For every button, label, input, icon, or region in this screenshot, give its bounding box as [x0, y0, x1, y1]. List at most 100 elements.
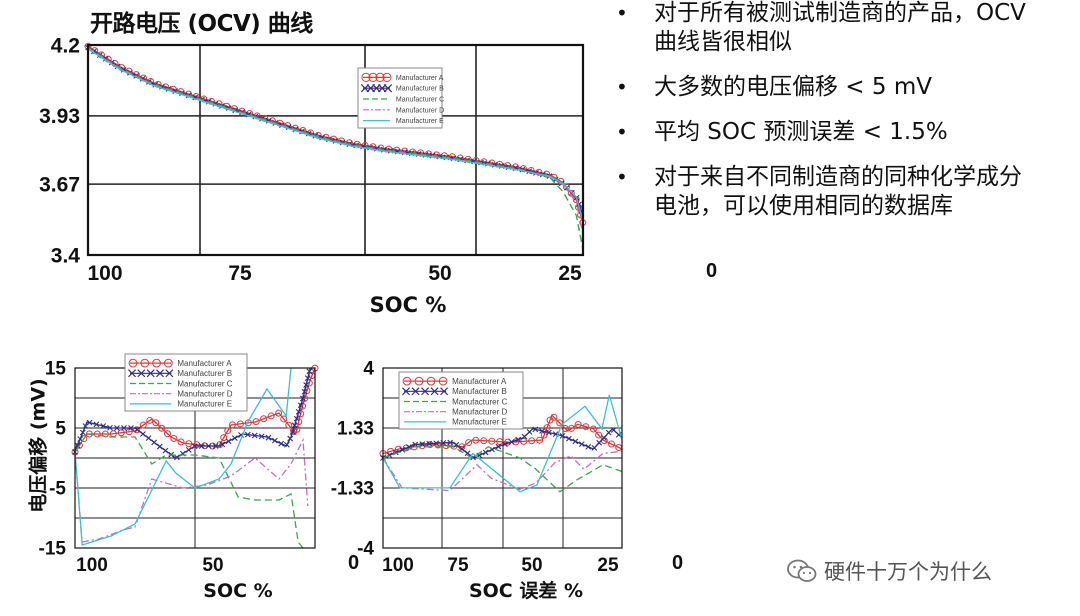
data-point-marker [502, 441, 508, 448]
data-point-marker [419, 441, 426, 447]
bullet-text: 平均 SOC 预测误差 < 1.5% [654, 119, 948, 145]
data-point-marker [139, 421, 147, 429]
x-tick-label: 75 [228, 262, 252, 285]
y-tick-label: 3.4 [51, 244, 81, 267]
data-point-marker [601, 434, 607, 441]
data-point-marker [303, 382, 310, 388]
legend-label: Manufacturer C [452, 397, 507, 406]
data-point-marker [605, 429, 612, 436]
y-tick-label: 15 [45, 359, 67, 380]
x-axis-label: SOC % [370, 293, 447, 317]
data-point-marker [566, 435, 572, 442]
data-point-marker [244, 431, 251, 438]
bullet-dot: • [616, 1, 628, 25]
legend-label: Manufacturer C [177, 379, 232, 388]
data-point-marker [418, 442, 426, 450]
data-point-marker [133, 426, 141, 434]
bullet-dot: • [616, 75, 628, 99]
data-point-marker [125, 428, 133, 436]
chart-3: 4 1.33 -1.33 -4 100 75 50 25 SOC 误差 % Manufacture… [331, 359, 623, 602]
data-point-marker [170, 434, 178, 442]
bullet-item: • 对于来自不同制造商的同种化学成分电池，可以使用相同的数据库 [612, 163, 1032, 221]
data-point-marker [426, 440, 433, 447]
series-line-manufacturer-c [382, 446, 623, 493]
data-point-marker [74, 442, 81, 449]
legend-marker [426, 376, 436, 386]
data-point-marker [608, 440, 616, 448]
data-point-marker [412, 441, 419, 448]
data-point-marker [299, 395, 306, 402]
stray-tick-label: 0 [706, 260, 718, 282]
data-point-marker [289, 429, 296, 435]
data-point-marker [508, 439, 515, 445]
data-point-marker [304, 375, 311, 382]
y-tick-label: -5 [49, 479, 66, 500]
data-point-marker [93, 421, 100, 428]
legend-marker [411, 387, 420, 396]
legend-label: Manufacturer E [452, 418, 507, 427]
data-point-marker [162, 447, 169, 454]
data-point-marker [140, 431, 146, 437]
data-point-marker [585, 443, 592, 450]
data-point-marker [152, 419, 160, 427]
data-point-marker [79, 429, 86, 436]
data-point-marker [453, 441, 460, 448]
data-point-marker [293, 415, 300, 422]
data-point-marker [156, 443, 163, 450]
x-axis-label: SOC % [203, 580, 272, 602]
data-point-marker [536, 436, 544, 444]
data-point-marker [86, 419, 93, 426]
data-point-marker [532, 426, 539, 433]
legend-label: Manufacturer B [396, 86, 444, 93]
data-point-marker [301, 394, 309, 402]
data-point-marker [224, 427, 232, 435]
bullet-item: • 大多数的电压偏移 < 5 mV [612, 73, 1032, 102]
data-point-marker [228, 421, 236, 429]
data-point-marker [546, 429, 552, 436]
x-tick-label: 50 [521, 555, 542, 576]
data-point-marker [244, 419, 252, 427]
y-tick-label: -4 [357, 539, 374, 560]
legend-marker [382, 72, 392, 83]
legend-marker [128, 369, 136, 378]
bullet-dot: • [616, 165, 628, 189]
legend-marker [361, 72, 371, 83]
legend-marker [402, 387, 410, 396]
x-tick-label: 100 [382, 555, 414, 576]
data-point-marker [556, 419, 564, 427]
data-point-marker [297, 402, 304, 409]
legend-marker [156, 369, 165, 378]
y-tick-label: -1.33 [331, 479, 374, 500]
data-point-marker [295, 409, 302, 415]
y-tick-label: 3.67 [39, 173, 80, 196]
x-tick-label: 100 [87, 262, 122, 285]
data-point-marker [472, 436, 480, 444]
data-point-marker [495, 443, 502, 450]
data-point-marker [158, 424, 166, 432]
data-point-marker [145, 435, 152, 442]
data-point-marker [521, 433, 528, 440]
x-tick-label: 50 [428, 262, 451, 285]
data-point-marker [251, 432, 258, 439]
legend-marker [140, 358, 150, 368]
data-point-marker [220, 434, 228, 442]
wechat-icon [787, 559, 817, 582]
series-line-manufacturer-c [87, 47, 584, 250]
data-point-marker [267, 412, 275, 420]
y-tick-label: 3.93 [39, 105, 80, 128]
data-point-marker [480, 437, 488, 445]
bullet-dot: • [616, 120, 628, 144]
legend-label: Manufacturer E [177, 400, 232, 409]
plot-area [88, 45, 583, 255]
legend-marker [165, 369, 174, 378]
data-point-marker [559, 433, 566, 439]
y-tick-label: -15 [39, 539, 67, 560]
plot-frame [86, 43, 585, 257]
data-point-marker [252, 418, 260, 426]
x-tick-label: 25 [558, 262, 582, 285]
y-tick-label: 5 [55, 419, 66, 440]
